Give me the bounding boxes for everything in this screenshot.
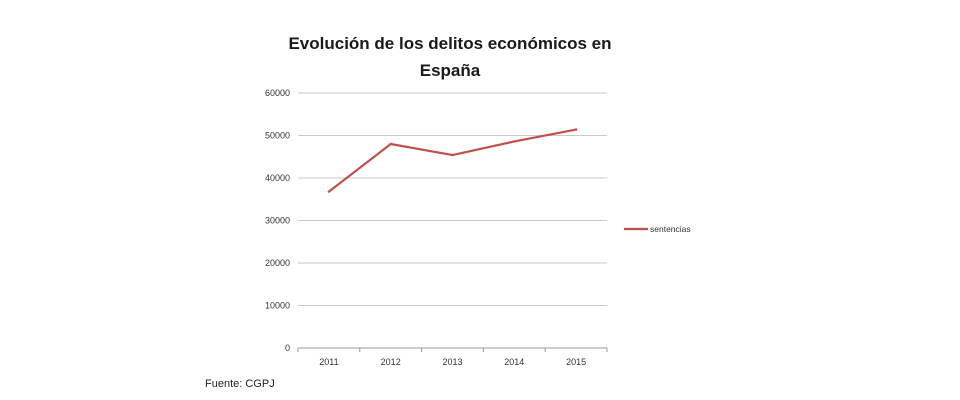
- series-line-sentencias: [327, 128, 578, 193]
- x-tick-label: 2013: [442, 357, 462, 367]
- chart-title: Evolución de los delitos económicos en E…: [250, 30, 650, 84]
- data-point: [389, 142, 392, 146]
- y-tick-label: 40000: [265, 173, 290, 183]
- chart-title-line-2: España: [419, 61, 481, 80]
- data-point: [513, 140, 516, 143]
- y-tick-label: 0: [285, 343, 290, 353]
- y-tick-label: 10000: [265, 301, 290, 311]
- x-tick-label: 2014: [504, 357, 524, 367]
- chart-title-line-1: Evolución de los delitos económicos en: [288, 34, 612, 53]
- data-point: [451, 153, 454, 157]
- legend-label: sentencias: [650, 224, 691, 234]
- y-tick-label: 60000: [265, 88, 290, 98]
- y-tick-label: 30000: [265, 216, 290, 226]
- x-tick-label: 2012: [381, 357, 401, 367]
- y-tick-label: 20000: [265, 258, 290, 268]
- data-point: [327, 190, 331, 193]
- source-note: Fuente: CGPJ: [205, 378, 275, 390]
- x-tick-label: 2011: [319, 357, 338, 367]
- x-tick-label: 2015: [566, 357, 586, 367]
- y-tick-label: 50000: [265, 131, 290, 141]
- data-point: [574, 128, 578, 131]
